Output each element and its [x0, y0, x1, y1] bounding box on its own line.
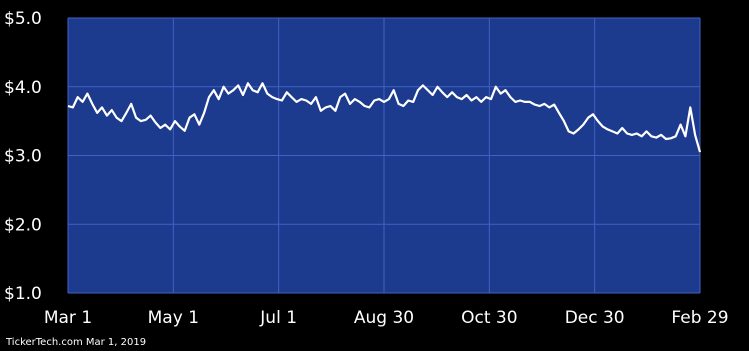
y-tick-label: $3.0 — [4, 147, 42, 167]
x-tick-label: Jul 1 — [259, 308, 297, 328]
y-tick-label: $1.0 — [4, 284, 42, 304]
y-tick-label: $5.0 — [4, 9, 42, 29]
x-axis-ticks: Mar 1 May 1 Jul 1 Aug 30 Oct 30 Dec 30 Feb 29 — [44, 308, 729, 328]
x-tick-label: Aug 30 — [354, 308, 414, 328]
x-tick-label: Dec 30 — [565, 308, 625, 328]
x-tick-label: Feb 29 — [671, 308, 728, 328]
x-tick-label: Mar 1 — [44, 308, 92, 328]
y-tick-label: $4.0 — [4, 78, 42, 98]
y-tick-label: $2.0 — [4, 215, 42, 235]
x-tick-label: May 1 — [148, 308, 199, 328]
y-axis-ticks: $5.0 $4.0 $3.0 $2.0 $1.0 — [4, 9, 42, 304]
grid-lines — [67, 17, 701, 294]
price-series-line — [67, 82, 702, 153]
x-tick-label: Oct 30 — [461, 308, 517, 328]
credit-text: TickerTech.com Mar 1, 2019 — [5, 337, 146, 348]
